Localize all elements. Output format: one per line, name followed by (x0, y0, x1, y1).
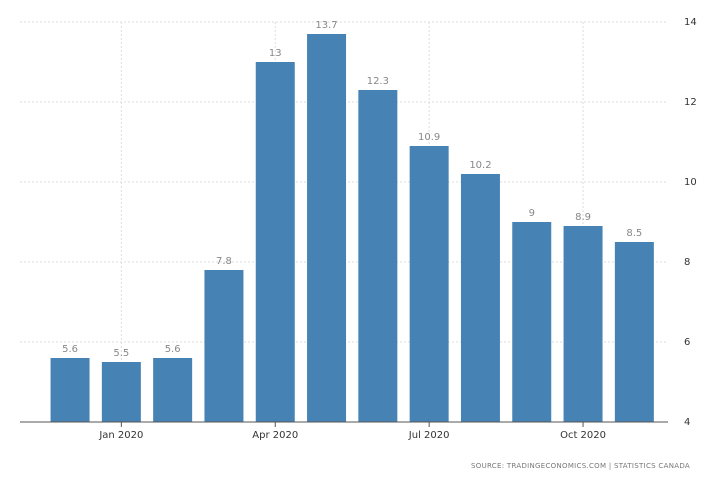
bar (512, 222, 552, 422)
bar (460, 174, 500, 422)
value-label: 12.3 (367, 76, 389, 87)
value-label: 9 (529, 208, 535, 219)
bar (204, 270, 244, 422)
value-label: 8.9 (575, 212, 591, 223)
value-label: 13 (269, 48, 282, 59)
x-tick-label: Apr 2020 (252, 430, 298, 441)
y-tick-label: 10 (684, 177, 697, 188)
bar (255, 62, 295, 422)
y-tick-label: 14 (684, 17, 697, 28)
y-tick-label: 8 (684, 257, 690, 268)
y-tick-label: 4 (684, 417, 690, 428)
value-label: 5.5 (113, 348, 129, 359)
value-label: 7.8 (216, 256, 232, 267)
value-label: 13.7 (315, 20, 337, 31)
bar (614, 242, 654, 422)
y-tick-label: 12 (684, 97, 697, 108)
bar (101, 362, 141, 422)
x-tick-label: Oct 2020 (560, 430, 606, 441)
y-tick-label: 6 (684, 337, 690, 348)
bar (409, 146, 449, 422)
source-note: SOURCE: TRADINGECONOMICS.COM | STATISTIC… (471, 462, 690, 470)
value-label: 5.6 (165, 344, 181, 355)
value-label: 10.9 (418, 132, 440, 143)
bar (307, 34, 347, 422)
bar (358, 90, 398, 422)
value-label: 10.2 (469, 160, 491, 171)
value-label: 8.5 (626, 228, 642, 239)
bar (563, 226, 603, 422)
value-label: 5.6 (62, 344, 78, 355)
x-tick-label: Jul 2020 (408, 430, 450, 441)
bar (153, 358, 193, 422)
x-tick-label: Jan 2020 (98, 430, 143, 441)
bar (50, 358, 90, 422)
